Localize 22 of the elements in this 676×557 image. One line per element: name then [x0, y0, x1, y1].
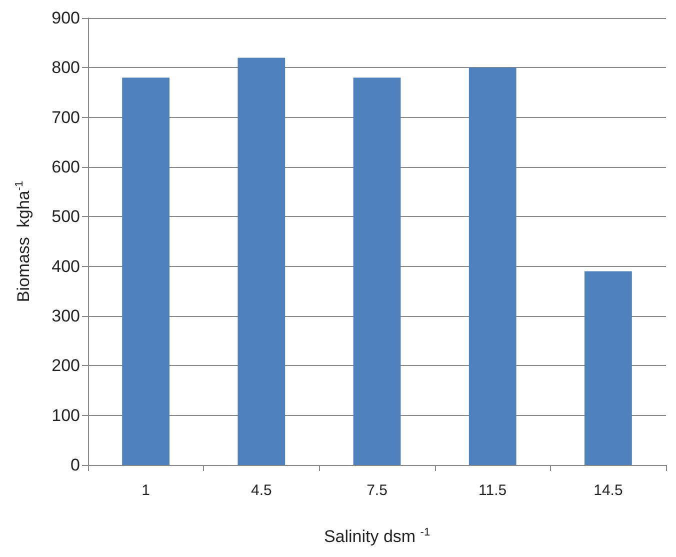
y-tick-label: 0 — [70, 456, 80, 474]
bar — [468, 68, 516, 465]
bar — [238, 58, 286, 465]
y-tick-label: 500 — [52, 207, 80, 226]
y-tick-label: 700 — [52, 108, 80, 127]
bar — [122, 78, 170, 465]
x-tick-label: 4.5 — [250, 482, 272, 499]
y-tick-label: 800 — [52, 58, 80, 78]
y-tick-label: 300 — [52, 306, 80, 326]
y-axis-title: Biomass kgha-1 — [14, 180, 33, 302]
bar — [584, 271, 632, 465]
y-tick-label: 400 — [52, 256, 80, 276]
x-tick-label: 7.5 — [366, 482, 388, 499]
x-axis-title: Salinity dsm -1 — [324, 526, 430, 546]
y-tick-label: 600 — [52, 158, 80, 176]
y-tick-label: 900 — [52, 8, 80, 28]
y-tick-label: 200 — [52, 356, 80, 376]
bar — [353, 78, 401, 465]
x-tick-label: 1 — [142, 482, 150, 499]
y-tick-label: 100 — [52, 406, 80, 425]
x-tick-label: 11.5 — [478, 482, 507, 499]
x-tick-label: 14.5 — [594, 482, 623, 499]
